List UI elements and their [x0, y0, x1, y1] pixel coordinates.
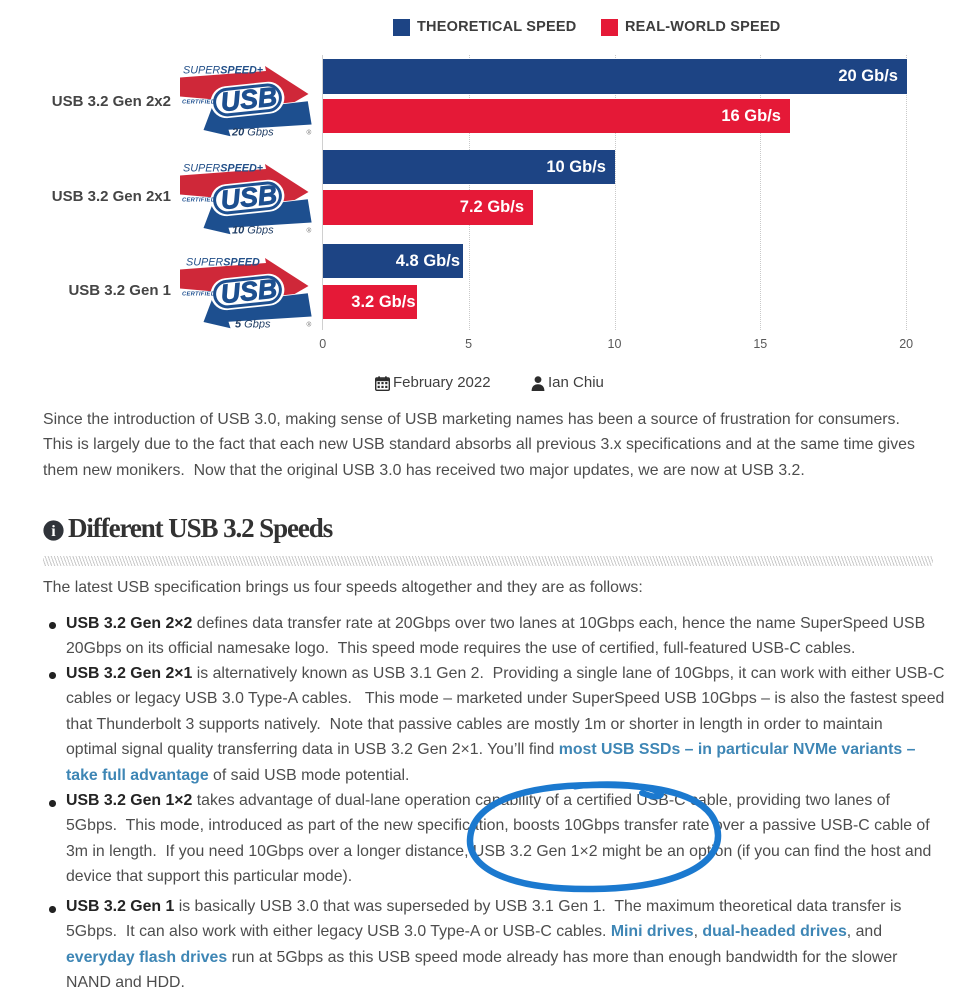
svg-text:SUPERSPEED+: SUPERSPEED+ — [183, 65, 264, 77]
svg-text:i: i — [51, 523, 56, 540]
svg-text:10 Gbps: 10 Gbps — [232, 225, 274, 236]
svg-text:5 Gbps: 5 Gbps — [235, 319, 271, 330]
svg-text:SUPERSPEED+: SUPERSPEED+ — [183, 163, 264, 175]
svg-text:SUPERSPEED: SUPERSPEED — [186, 257, 260, 269]
svg-text:20 Gbps: 20 Gbps — [231, 127, 274, 138]
